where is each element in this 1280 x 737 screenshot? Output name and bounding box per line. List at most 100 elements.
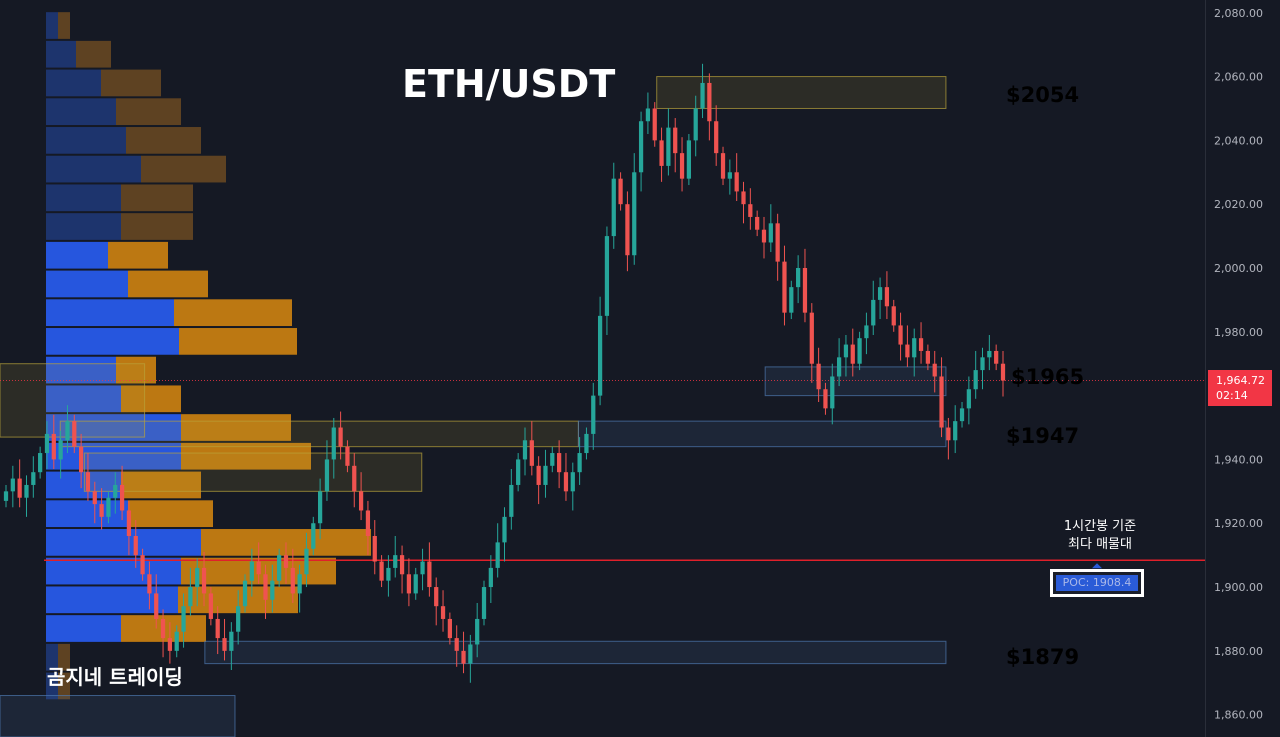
volume-profile-buy-bar <box>46 184 121 212</box>
candle-body <box>980 357 985 371</box>
volume-profile-sell-bar <box>58 672 70 700</box>
candle-body <box>297 574 302 594</box>
candle-body <box>939 376 944 428</box>
candle-body <box>632 172 637 256</box>
y-tick-label: 1,920.00 <box>1214 517 1263 530</box>
y-tick-label: 1,860.00 <box>1214 709 1263 722</box>
level-label-1947: $1947 <box>1006 424 1080 448</box>
volume-profile-buy-bar <box>46 356 116 384</box>
candle-body <box>201 567 207 594</box>
candle-body <box>959 408 965 422</box>
y-tick-label: 2,040.00 <box>1214 134 1263 147</box>
candle-body <box>591 395 596 434</box>
candle-body <box>126 510 132 536</box>
candle-body <box>461 650 466 664</box>
volume-profile-buy-bar <box>46 328 179 355</box>
candle-body <box>761 229 767 243</box>
volume-profile-buy-bar <box>46 40 76 68</box>
price-zone <box>83 452 423 492</box>
level-label-1879: $1879 <box>1006 645 1080 669</box>
candle-body <box>522 440 528 460</box>
candle-body <box>775 223 780 262</box>
candle-body <box>877 287 883 300</box>
candle-body <box>816 363 821 390</box>
volume-profile-buy-bar <box>46 241 108 269</box>
candle-body <box>440 606 446 619</box>
candle-body <box>58 440 63 460</box>
chart-title: ETH/USDT <box>402 62 616 106</box>
candle-body <box>454 638 459 651</box>
candle-body <box>925 350 931 364</box>
volume-profile-sell-bar <box>58 643 70 671</box>
candle-body <box>734 172 739 192</box>
volume-profile-sell-bar <box>128 270 208 298</box>
volume-profile-sell-bar <box>76 40 111 68</box>
candle-body <box>379 561 384 581</box>
candle-body <box>195 567 200 588</box>
candle-body <box>864 325 869 339</box>
price-zone <box>204 640 947 665</box>
candle-body <box>638 121 644 173</box>
candle-body <box>720 153 726 179</box>
candle-body <box>324 459 330 492</box>
volume-profile-sell-bar <box>121 184 193 212</box>
candle-body <box>884 287 890 307</box>
volume-profile-sell-bar <box>181 414 291 441</box>
candle-body <box>338 427 343 447</box>
candle-body <box>263 574 268 600</box>
candle-body <box>85 472 91 492</box>
candle-body <box>65 421 70 441</box>
candle-body <box>741 191 746 205</box>
candle-body <box>51 433 56 460</box>
candle-body <box>44 433 50 454</box>
y-tick-label: 2,020.00 <box>1214 198 1263 211</box>
candle-body <box>707 82 712 122</box>
candle-body <box>953 421 958 441</box>
candle-body <box>529 440 534 466</box>
candle-body <box>509 484 514 517</box>
volume-profile-buy-bar <box>46 672 58 700</box>
candle-body <box>174 631 179 651</box>
candle-body <box>358 491 364 511</box>
volume-profile-buy-bar <box>46 615 121 642</box>
candle-body <box>290 567 295 594</box>
candle-body <box>154 593 159 619</box>
y-tick-label: 1,980.00 <box>1214 326 1263 339</box>
candle-body <box>160 618 166 639</box>
volume-profile-buy-bar <box>46 557 181 585</box>
countdown-timer: 02:14 <box>1216 389 1248 402</box>
candle-body <box>748 204 753 217</box>
candle-body <box>229 631 234 651</box>
poc-pointer <box>1092 563 1102 569</box>
candle-body <box>283 555 289 568</box>
candle-body <box>918 338 924 351</box>
candle-body <box>256 561 261 575</box>
candle-body <box>577 453 582 473</box>
candle-body <box>215 618 220 639</box>
volume-profile-buy-bar <box>46 529 201 556</box>
candle-body <box>399 555 405 575</box>
candle-body <box>372 536 377 562</box>
candle-body <box>10 478 15 492</box>
candle-body <box>420 561 425 575</box>
candle-body <box>597 315 603 396</box>
watermark-text: 곰지네 트레이딩 <box>47 665 183 689</box>
candle-body <box>468 644 473 664</box>
candle-body <box>782 261 787 313</box>
candle-body <box>222 638 227 651</box>
candle-body <box>99 504 104 517</box>
candle-body <box>92 491 97 505</box>
candle-body <box>891 306 896 326</box>
y-tick-label: 1,940.00 <box>1214 453 1263 466</box>
volume-profile-sell-bar <box>126 127 201 154</box>
candle-body <box>994 350 999 364</box>
candle-body <box>475 618 480 645</box>
volume-profile-sell-bar <box>179 328 297 355</box>
candle-body <box>768 223 773 243</box>
volume-profile-buy-bar <box>46 385 121 413</box>
volume-profile-sell-bar <box>121 385 181 413</box>
candle-body <box>113 484 118 498</box>
volume-profile-buy-bar <box>46 500 128 528</box>
price-zone <box>764 366 947 397</box>
